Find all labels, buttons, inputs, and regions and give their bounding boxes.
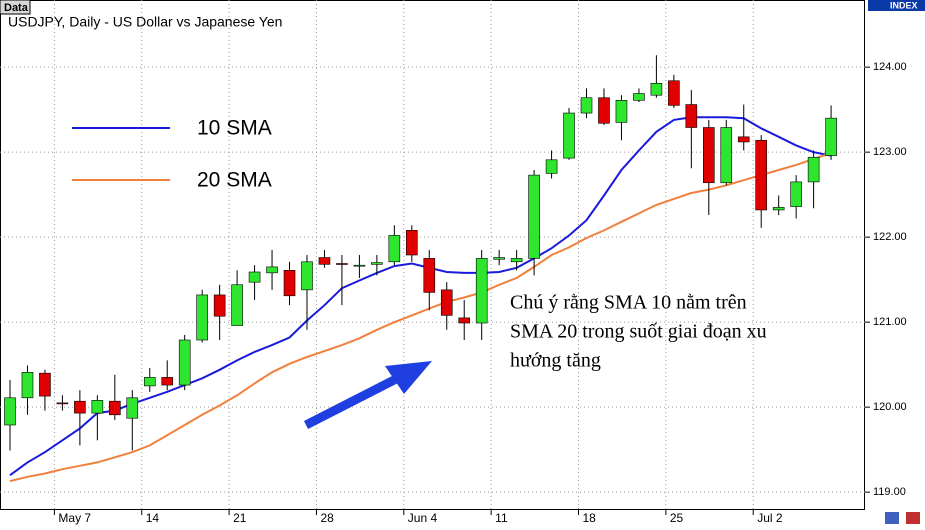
candle-body bbox=[371, 262, 383, 265]
candle-body bbox=[196, 294, 208, 341]
candle-body bbox=[4, 397, 16, 426]
annotation: Chú ý rằng SMA 10 nằm trên SMA 20 trong s… bbox=[510, 292, 767, 372]
candle-body bbox=[772, 207, 785, 211]
candle-body bbox=[109, 400, 121, 416]
candle-body bbox=[615, 100, 628, 123]
candle-body bbox=[283, 269, 296, 297]
candle-body bbox=[161, 377, 174, 386]
candle-body bbox=[178, 339, 191, 386]
arrow-head bbox=[385, 361, 432, 394]
candles bbox=[4, 55, 837, 451]
candle-body bbox=[598, 97, 610, 124]
y-tick-label: 123.00 bbox=[873, 146, 907, 158]
sma-line bbox=[9, 152, 832, 483]
candle-body bbox=[301, 261, 313, 291]
candle-body bbox=[510, 258, 523, 263]
x-tick-label: 25 bbox=[670, 511, 684, 525]
x-tick-label: Jul 2 bbox=[757, 511, 783, 525]
candle-body bbox=[440, 289, 453, 316]
candle-body bbox=[668, 80, 680, 106]
x-tick-label: Jun 4 bbox=[408, 511, 438, 525]
x-tick-label: 11 bbox=[495, 511, 508, 525]
icon bbox=[885, 512, 899, 524]
candle-body bbox=[231, 284, 243, 326]
y-tick-label: 120.00 bbox=[873, 401, 907, 413]
legend-label: 20 SMA bbox=[197, 169, 272, 192]
grid bbox=[0, 0, 865, 510]
badge-box bbox=[0, 0, 31, 15]
candle-body bbox=[737, 136, 750, 143]
y-tick-label: 121.00 bbox=[873, 316, 907, 328]
candle-body bbox=[143, 377, 156, 387]
badge: Data bbox=[4, 2, 29, 14]
candle-body bbox=[406, 230, 418, 256]
candle-body bbox=[56, 402, 69, 405]
candle-body bbox=[91, 400, 104, 414]
legend-label: 10 SMA bbox=[197, 117, 272, 140]
y-tick-label: 119.00 bbox=[873, 486, 906, 498]
annotation-line: SMA 20 trong suốt giai đoạn xu bbox=[510, 321, 767, 343]
candle-body bbox=[720, 127, 733, 184]
x-tick-label: May 7 bbox=[58, 511, 91, 525]
candle-body bbox=[650, 83, 663, 96]
candle-body bbox=[388, 235, 401, 263]
candle-body bbox=[755, 139, 768, 211]
candle-body bbox=[336, 263, 348, 265]
candle-body bbox=[423, 258, 436, 293]
legend: 10 SMA 20 SMA bbox=[72, 117, 272, 192]
candle-body bbox=[458, 317, 471, 324]
x-tick-label: 28 bbox=[320, 511, 334, 525]
candle-body bbox=[545, 159, 558, 174]
x-tick-label: 14 bbox=[146, 511, 160, 525]
candle-body bbox=[825, 117, 837, 156]
y-tick-label: 122.00 bbox=[873, 231, 907, 243]
candle-body bbox=[213, 294, 226, 317]
icon bbox=[906, 512, 920, 524]
plot-frame bbox=[0, 0, 865, 510]
candle-body bbox=[702, 127, 715, 184]
candle-body bbox=[318, 257, 331, 265]
chart-title: USDJPY, Daily - US Dollar vs Japanese Ye… bbox=[8, 14, 282, 30]
candle-body bbox=[580, 97, 593, 114]
x-tick-label: 21 bbox=[233, 511, 247, 525]
candle-body bbox=[248, 271, 261, 283]
x-tick-label: 18 bbox=[583, 511, 597, 525]
annotation-line: hướng tăng bbox=[510, 350, 601, 372]
candle-body bbox=[563, 112, 575, 159]
candle-body bbox=[266, 266, 278, 274]
candle-body bbox=[39, 372, 51, 397]
candle-body bbox=[21, 371, 34, 399]
annotation-line: Chú ý rằng SMA 10 nằm trên bbox=[510, 292, 747, 314]
candle-body bbox=[685, 104, 698, 128]
candle-body bbox=[790, 181, 802, 207]
candle-body bbox=[633, 93, 645, 101]
arrow-shaft bbox=[303, 372, 403, 430]
candle-body bbox=[353, 264, 366, 267]
candle-body bbox=[493, 257, 505, 260]
axis-tag-box bbox=[868, 0, 925, 11]
candle-body bbox=[74, 400, 86, 414]
axis-tag: INDEX bbox=[890, 0, 918, 10]
axes: 119.00 120.00 121.00 122.00 123.00 124.00 May … bbox=[53, 61, 907, 525]
trend-arrow bbox=[303, 361, 432, 430]
candle-body bbox=[528, 174, 540, 259]
y-tick-label: 124.00 bbox=[873, 61, 907, 73]
candle-body bbox=[126, 397, 139, 419]
candle-body bbox=[807, 156, 820, 183]
candle-body bbox=[475, 258, 488, 324]
